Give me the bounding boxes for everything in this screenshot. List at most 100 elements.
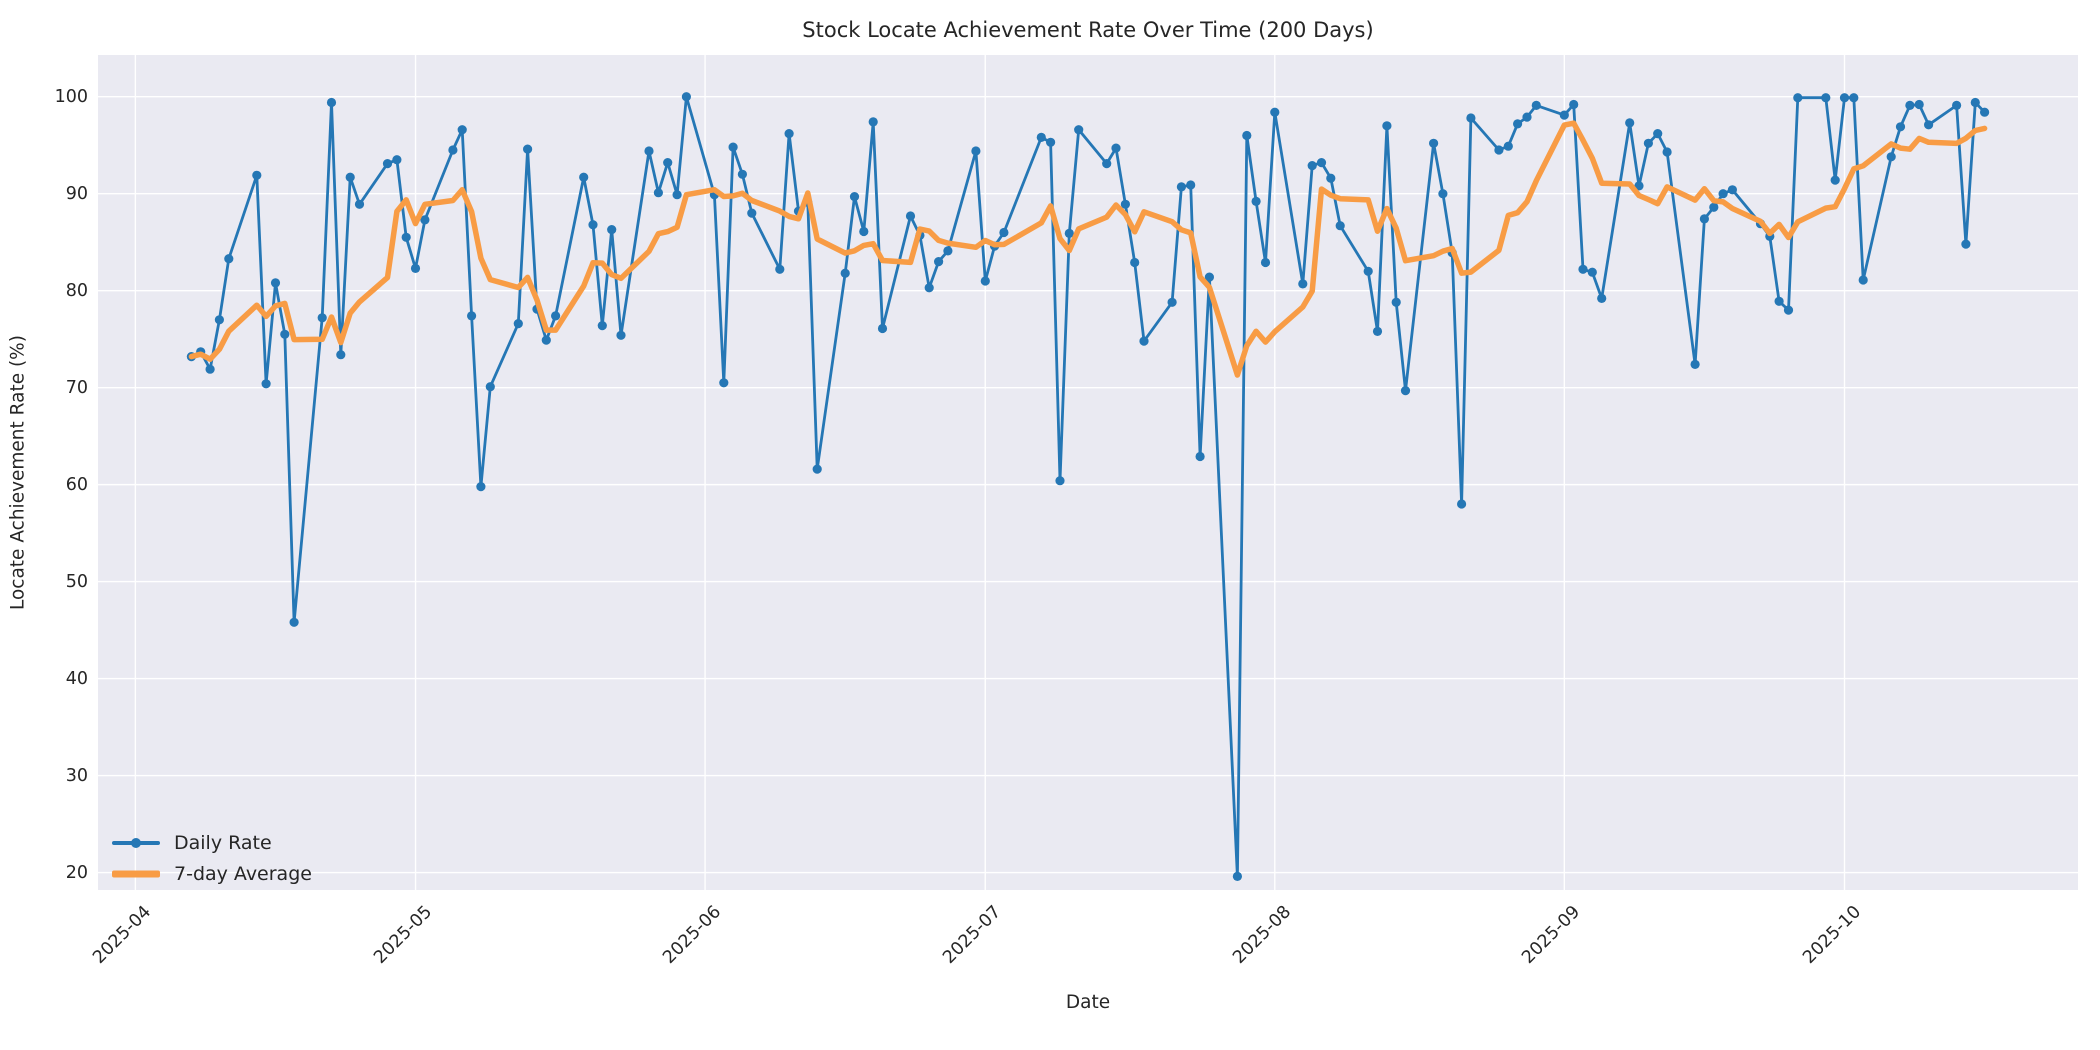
daily-rate-marker <box>747 208 757 218</box>
daily-rate-marker <box>551 311 561 321</box>
daily-rate-marker <box>1559 110 1569 120</box>
daily-rate-marker <box>382 159 393 169</box>
daily-rate-marker <box>1793 93 1803 103</box>
daily-rate-marker <box>261 379 271 389</box>
daily-rate-line <box>190 95 1986 878</box>
daily-rate-marker <box>1232 871 1242 882</box>
daily-rate-marker <box>1587 267 1597 277</box>
daily-rate-marker <box>252 170 262 180</box>
daily-rate-marker <box>1130 257 1140 268</box>
daily-rate-marker <box>1905 100 1915 110</box>
avg-line-icon <box>112 864 160 884</box>
daily-rate-marker <box>205 364 215 374</box>
daily-rate-marker <box>1382 121 1392 131</box>
y-tick-label: 50 <box>65 571 88 592</box>
daily-rate-marker <box>1830 175 1840 185</box>
daily-rate-marker <box>336 350 346 360</box>
daily-rate-marker <box>1074 125 1084 135</box>
daily-rate-marker <box>1270 107 1280 117</box>
y-tick-label: 80 <box>65 280 88 301</box>
daily-rate-marker <box>1662 147 1672 157</box>
legend-label-daily-rate: Daily Rate <box>174 832 272 854</box>
daily-rate-marker <box>317 313 327 323</box>
y-tick-label: 90 <box>65 183 88 204</box>
daily-rate-marker <box>1494 145 1504 155</box>
daily-rate-marker <box>1372 326 1383 336</box>
daily-rate-marker <box>289 617 299 627</box>
daily-rate-marker <box>579 172 589 182</box>
daily-rate-marker <box>513 319 523 329</box>
daily-rate-marker <box>1774 296 1784 306</box>
legend: Daily Rate 7-day Average <box>112 832 312 885</box>
daily-rate-marker <box>1298 279 1308 289</box>
daily-rate-marker <box>1260 257 1271 268</box>
daily-rate-marker <box>214 315 224 325</box>
daily-rate-marker <box>1970 97 1980 108</box>
daily-rate-marker <box>812 464 822 474</box>
y-tick-label: 40 <box>65 668 88 689</box>
y-tick-label: 30 <box>65 765 88 786</box>
daily-rate-marker <box>607 225 617 235</box>
daily-rate-marker <box>410 263 421 273</box>
daily-rate-marker <box>1597 293 1607 303</box>
daily-rate-marker <box>224 254 234 264</box>
y-tick-label: 20 <box>65 862 88 883</box>
daily-rate-marker <box>1120 199 1130 209</box>
daily-rate-marker <box>1102 159 1112 169</box>
daily-rate-marker <box>719 378 729 388</box>
daily-rate-marker <box>663 158 673 168</box>
daily-rate-marker <box>457 125 467 135</box>
daily-rate-marker <box>1438 189 1448 199</box>
daily-rate-marker <box>1204 272 1214 282</box>
daily-rate-marker <box>1839 93 1850 103</box>
daily-rate-marker <box>1335 221 1345 231</box>
daily-rate-marker <box>1952 100 1962 110</box>
daily-rate-marker <box>588 220 598 230</box>
daily-rate-marker <box>1466 113 1476 123</box>
daily-rate-marker <box>644 146 654 156</box>
daily-rate-marker <box>1709 202 1719 212</box>
daily-rate-marker <box>1400 386 1411 396</box>
daily-rate-marker <box>1064 228 1074 238</box>
daily-rate-marker <box>345 172 355 182</box>
daily-rate-marker <box>1503 141 1513 151</box>
daily-rate-marker <box>280 329 290 339</box>
daily-rate-marker <box>1186 180 1196 190</box>
daily-rate-marker <box>597 321 607 331</box>
y-tick-label: 60 <box>65 474 88 495</box>
legend-item-7day-average: 7-day Average <box>112 863 312 885</box>
daily-rate-marker <box>476 482 486 492</box>
daily-rate-marker <box>1251 196 1261 206</box>
daily-rate-marker <box>943 246 953 256</box>
legend-item-daily-rate: Daily Rate <box>112 832 312 854</box>
daily-rate-marker <box>1326 173 1336 183</box>
daily-rate-marker <box>1634 181 1644 191</box>
daily-rate-marker <box>354 199 365 209</box>
daily-rate-marker <box>1531 100 1541 110</box>
daily-rate-marker <box>1569 99 1579 110</box>
daily-rate-marker <box>1886 152 1896 162</box>
daily-rate-marker <box>467 311 477 321</box>
daily-rate-marker <box>1176 182 1186 192</box>
daily-rate-marker <box>523 144 533 154</box>
chart-title: Stock Locate Achievement Rate Over Time … <box>802 18 1374 42</box>
daily-rate-marker <box>859 226 869 237</box>
x-axis-label: Date <box>1065 992 1111 1013</box>
daily-rate-marker <box>849 192 860 202</box>
daily-rate-marker <box>1895 122 1906 132</box>
daily-rate-marker <box>1513 119 1523 129</box>
daily-rate-marker <box>1307 161 1317 171</box>
daily-rate-marker <box>737 169 748 179</box>
daily-rate-marker <box>401 232 411 242</box>
daily-rate-marker <box>616 330 626 340</box>
daily-rate-marker <box>775 264 785 274</box>
daily-rate-marker <box>1363 266 1373 276</box>
daily-rate-marker <box>1858 275 1868 285</box>
daily-rate-marker <box>1167 297 1177 307</box>
daily-rate-marker <box>868 117 878 127</box>
daily-rate-marker <box>1821 93 1831 103</box>
daily-rate-marker <box>934 257 944 267</box>
daily-rate-marker <box>905 211 916 221</box>
y-axis-label: Locate Achievement Rate (%) <box>7 335 29 610</box>
daily-rate-marker <box>1849 93 1859 103</box>
